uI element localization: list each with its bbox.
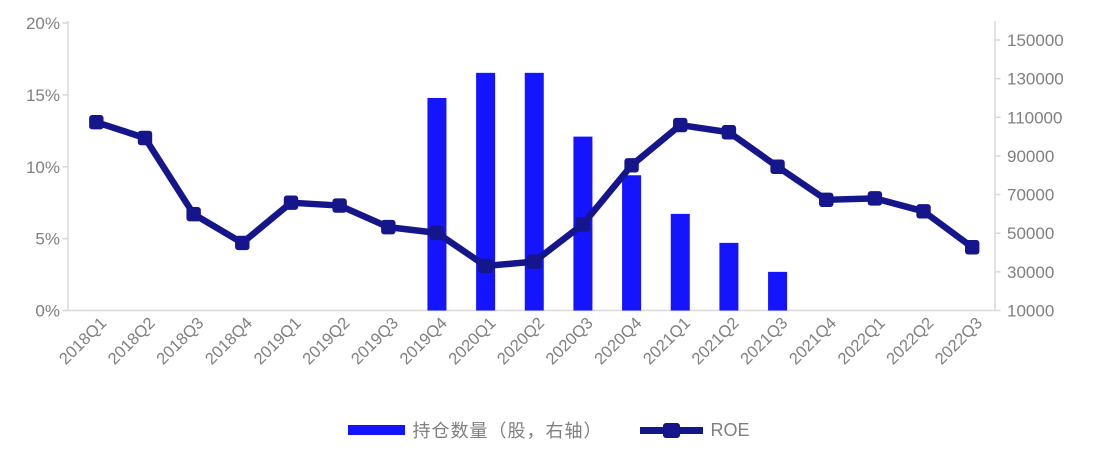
x-axis-label: 2022Q3 <box>932 314 986 368</box>
right-axis-tick-label: 150000 <box>1007 31 1064 50</box>
legend-label-roe: ROE <box>710 419 750 440</box>
roe-marker <box>283 195 299 210</box>
roe-marker <box>575 217 591 232</box>
legend-item-holdings: 持仓数量（股，右轴） <box>348 417 602 443</box>
right-axis-tick-label: 10000 <box>1007 302 1054 321</box>
roe-marker <box>916 204 931 219</box>
roe-line-swatch <box>640 422 704 438</box>
x-axis-label: 2021Q2 <box>688 314 742 368</box>
roe-marker <box>429 225 445 241</box>
holdings-bar <box>476 72 496 311</box>
left-axis-tick-label: 5% <box>35 230 60 249</box>
roe-marker <box>186 206 201 222</box>
x-axis-label: 2018Q2 <box>105 314 159 368</box>
x-axis-label: 2020Q4 <box>591 314 645 368</box>
legend: 持仓数量（股，右轴） ROE <box>0 414 1098 446</box>
x-axis-label: 2019Q3 <box>348 314 402 368</box>
roe-marker <box>819 192 834 208</box>
x-axis-label: 2019Q1 <box>251 314 305 368</box>
right-axis-tick-label: 90000 <box>1007 147 1054 166</box>
x-axis-label: 2020Q3 <box>543 314 597 368</box>
holdings-bar <box>719 242 739 311</box>
roe-marker <box>867 191 883 206</box>
holdings-bar <box>670 213 690 311</box>
right-axis-tick-label: 130000 <box>1007 70 1064 89</box>
x-axis-label: 2018Q4 <box>202 314 256 368</box>
left-axis-tick-label: 0% <box>35 302 60 321</box>
right-axis-tick-label: 50000 <box>1007 224 1054 243</box>
x-axis-label: 2021Q3 <box>737 314 791 368</box>
left-axis-tick-label: 15% <box>26 86 60 105</box>
roe-marker <box>721 125 737 140</box>
x-axis-label: 2018Q1 <box>56 314 110 368</box>
x-axis-label: 2022Q2 <box>883 314 937 368</box>
roe-marker <box>89 114 104 130</box>
legend-item-roe: ROE <box>640 419 750 441</box>
roe-marker <box>235 235 250 251</box>
roe-marker <box>478 258 493 274</box>
holdings-bar <box>524 72 544 311</box>
holdings-bar-series <box>427 72 788 311</box>
roe-marker <box>770 159 785 174</box>
roe-marker <box>673 117 688 133</box>
roe-marker <box>332 198 347 213</box>
roe-marker <box>527 254 542 269</box>
roe-marker-swatch <box>663 422 681 438</box>
left-axis-tick-label: 10% <box>26 158 60 177</box>
holdings-bar <box>427 97 447 311</box>
holdings-bar <box>622 175 642 311</box>
right-axis-tick-label: 70000 <box>1007 186 1054 205</box>
right-axis-tick-label: 110000 <box>1007 108 1062 127</box>
x-axis-label: 2022Q1 <box>834 314 888 368</box>
legend-label-holdings: 持仓数量（股，右轴） <box>412 421 603 441</box>
roe-marker <box>624 158 639 173</box>
roe-marker <box>965 240 980 255</box>
right-axis-tick-label: 30000 <box>1007 263 1054 282</box>
x-axis-label: 2018Q3 <box>153 314 207 368</box>
left-axis-tick-label: 20% <box>26 14 60 33</box>
x-axis-label: 2021Q4 <box>786 314 840 368</box>
combo-chart-plot: 0% 5% 10% 15% 20% 10000 30000 50000 70000 90000 11… <box>26 14 1064 368</box>
x-axis-label: 2019Q2 <box>299 314 353 368</box>
roe-line-series <box>89 114 980 274</box>
x-axis-label: 2020Q1 <box>445 314 499 368</box>
roe-marker <box>137 130 153 146</box>
x-axis-label: 2021Q1 <box>640 314 694 368</box>
roe-marker <box>381 219 396 235</box>
x-axis-label: 2019Q4 <box>397 314 451 368</box>
holdings-bar-swatch <box>348 425 406 435</box>
holdings-bar <box>768 271 788 311</box>
x-axis-label: 2020Q2 <box>494 314 548 368</box>
